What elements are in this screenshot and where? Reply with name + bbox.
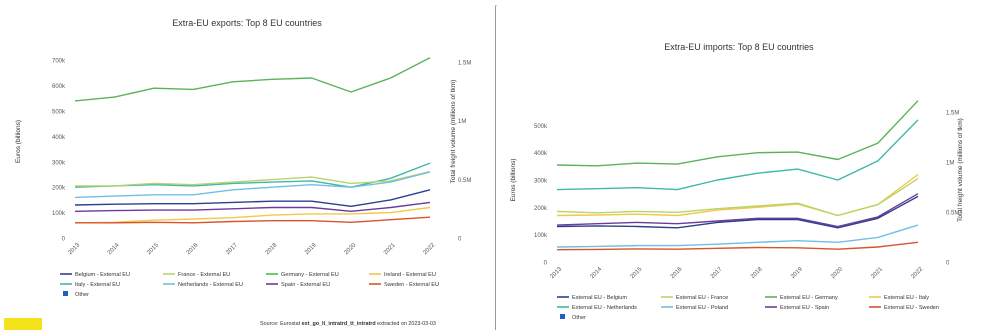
yellow-tab-marker <box>4 318 42 330</box>
x-tick-label: 2017 <box>225 242 239 256</box>
x-tick-label: 2020 <box>344 242 358 256</box>
imports-chart: Extra-EU imports: Top 8 EU countries 0 100… <box>510 42 964 321</box>
y2-tick-label: 1.5M <box>946 111 959 117</box>
chart-title: Extra-EU exports: Top 8 EU countries <box>172 18 322 28</box>
legend-label: Netherlands - External EU <box>178 282 243 288</box>
legend-label: External EU - Netherlands <box>572 305 637 311</box>
x-tick-label: 2016 <box>186 242 200 256</box>
x-tick-label: 2015 <box>146 242 160 256</box>
y-tick-label: 200k <box>52 186 66 192</box>
series-line <box>75 170 431 187</box>
exports-chart: Extra-EU exports: Top 8 EU countries 0 100… <box>15 18 471 327</box>
legend-label: Other <box>572 315 586 321</box>
x-tick-label: 2013 <box>549 266 563 280</box>
y2-tick-label: 1M <box>458 119 466 125</box>
legend-label: External EU - Poland <box>676 305 728 311</box>
y2-tick-label: 1M <box>946 161 954 167</box>
x-tick-label: 2014 <box>590 266 604 280</box>
series-line <box>74 57 431 102</box>
legend-label: Italy - External EU <box>75 282 120 288</box>
x-tick-label: 2022 <box>422 242 436 256</box>
legend-label: Spain - External EU <box>281 282 330 288</box>
series-line <box>556 224 919 248</box>
y2-axis-label: Total freight volume (millions of tkm) <box>957 118 964 222</box>
y-tick-label: 600k <box>52 84 66 90</box>
source-dataset[interactable]: ext_go_lt_intratrd_tt_intratrd <box>302 321 376 327</box>
x-tick-label: 2018 <box>750 266 764 280</box>
legend-label: France - External EU <box>178 272 230 278</box>
y-tick-label: 500k <box>52 110 66 116</box>
x-tick-label: 2013 <box>67 242 81 256</box>
x-tick-label: 2015 <box>630 266 644 280</box>
y2-tick-label: 1.5M <box>458 61 471 67</box>
y-tick-label: 100k <box>52 211 66 217</box>
y-tick-label: 700k <box>52 59 66 65</box>
y-tick-label: 0 <box>544 261 548 267</box>
legend-label: Belgium - External EU <box>75 272 130 278</box>
y-tick-label: 500k <box>534 124 548 130</box>
source-prefix: Source: Eurostat <box>260 321 302 327</box>
source-note: Source: Eurostat ext_go_lt_intratrd_tt_i… <box>260 321 436 327</box>
imports-chart-panel: Extra-EU imports: Top 8 EU countries 0 100… <box>497 0 981 330</box>
series-line <box>556 193 919 228</box>
y-tick-label: 0 <box>62 237 66 243</box>
series-line <box>74 201 431 213</box>
series-line <box>556 100 919 167</box>
y-tick-label: 400k <box>52 135 66 141</box>
y-axis-label: Euros (billions) <box>510 159 517 202</box>
legend-label: Other <box>75 292 89 298</box>
series-line <box>556 173 919 217</box>
y-tick-label: 400k <box>534 151 548 157</box>
legend-label: Germany - External EU <box>281 272 339 278</box>
y-tick-label: 300k <box>52 160 66 166</box>
y2-tick-label: 0.5M <box>458 178 471 184</box>
y-tick-label: 100k <box>534 233 548 239</box>
series-line <box>74 206 431 224</box>
legend-label: External EU - France <box>676 295 728 301</box>
y2-tick-label: 0.5M <box>946 211 959 217</box>
chart-title: Extra-EU imports: Top 8 EU countries <box>664 42 814 52</box>
legend-label: External EU - Germany <box>780 295 838 301</box>
x-tick-label: 2021 <box>383 242 397 256</box>
legend-label: Ireland - External EU <box>384 272 436 278</box>
x-tick-label: 2017 <box>710 266 724 280</box>
x-tick-label: 2019 <box>304 242 318 256</box>
series-line <box>556 178 919 217</box>
series-line <box>556 241 919 251</box>
series-line <box>556 119 919 191</box>
y2-tick-label: 0 <box>458 237 462 243</box>
y-tick-label: 200k <box>534 206 548 212</box>
legend-swatch-square <box>560 314 565 319</box>
series-line <box>75 216 431 224</box>
exports-chart-panel: Extra-EU exports: Top 8 EU countries 0 100… <box>0 0 495 330</box>
x-tick-label: 2022 <box>910 266 924 280</box>
x-tick-label: 2014 <box>107 242 121 256</box>
x-tick-label: 2018 <box>265 242 279 256</box>
y2-axis-label: Total freight volume (millions of tkm) <box>450 80 457 184</box>
x-tick-label: 2019 <box>790 266 804 280</box>
x-tick-label: 2020 <box>830 266 844 280</box>
series-line <box>74 189 431 208</box>
legend-label: External EU - Sweden <box>884 305 939 311</box>
y-tick-label: 300k <box>534 179 548 185</box>
y2-tick-label: 0 <box>946 261 950 267</box>
x-tick-label: 2016 <box>670 266 684 280</box>
series-line <box>556 195 919 229</box>
legend-swatch-square <box>63 291 68 296</box>
x-tick-label: 2021 <box>870 266 884 280</box>
legend-label: External EU - Belgium <box>572 295 627 301</box>
legend-label: External EU - Italy <box>884 295 929 301</box>
series-line <box>74 171 431 199</box>
source-suffix: extracted on 2023-03-03 <box>376 321 436 327</box>
panel-divider <box>495 6 496 330</box>
legend-label: External EU - Spain <box>780 305 829 311</box>
y-axis-label: Euros (billions) <box>15 120 22 163</box>
legend-label: Sweden - External EU <box>384 282 439 288</box>
